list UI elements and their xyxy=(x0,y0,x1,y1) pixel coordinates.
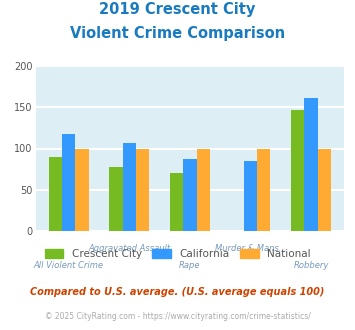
Bar xyxy=(318,148,331,231)
Bar xyxy=(291,110,304,231)
Bar xyxy=(109,167,123,231)
Text: Aggravated Assault: Aggravated Assault xyxy=(88,244,170,253)
Text: Murder & Mans...: Murder & Mans... xyxy=(215,244,286,253)
Bar xyxy=(257,148,271,231)
Text: Robbery: Robbery xyxy=(293,261,329,270)
Text: Compared to U.S. average. (U.S. average equals 100): Compared to U.S. average. (U.S. average … xyxy=(30,287,325,297)
Bar xyxy=(49,157,62,231)
Bar xyxy=(244,161,257,231)
Bar xyxy=(304,98,318,231)
Text: © 2025 CityRating.com - https://www.cityrating.com/crime-statistics/: © 2025 CityRating.com - https://www.city… xyxy=(45,312,310,321)
Text: Rape: Rape xyxy=(179,261,201,270)
Text: Violent Crime Comparison: Violent Crime Comparison xyxy=(70,26,285,41)
Bar xyxy=(197,148,210,231)
Bar xyxy=(62,134,76,231)
Legend: Crescent City, California, National: Crescent City, California, National xyxy=(40,245,315,263)
Bar xyxy=(136,148,149,231)
Bar xyxy=(183,159,197,231)
Bar xyxy=(123,143,136,231)
Text: All Violent Crime: All Violent Crime xyxy=(34,261,104,270)
Text: 2019 Crescent City: 2019 Crescent City xyxy=(99,2,256,16)
Bar xyxy=(76,148,89,231)
Bar xyxy=(170,173,183,231)
